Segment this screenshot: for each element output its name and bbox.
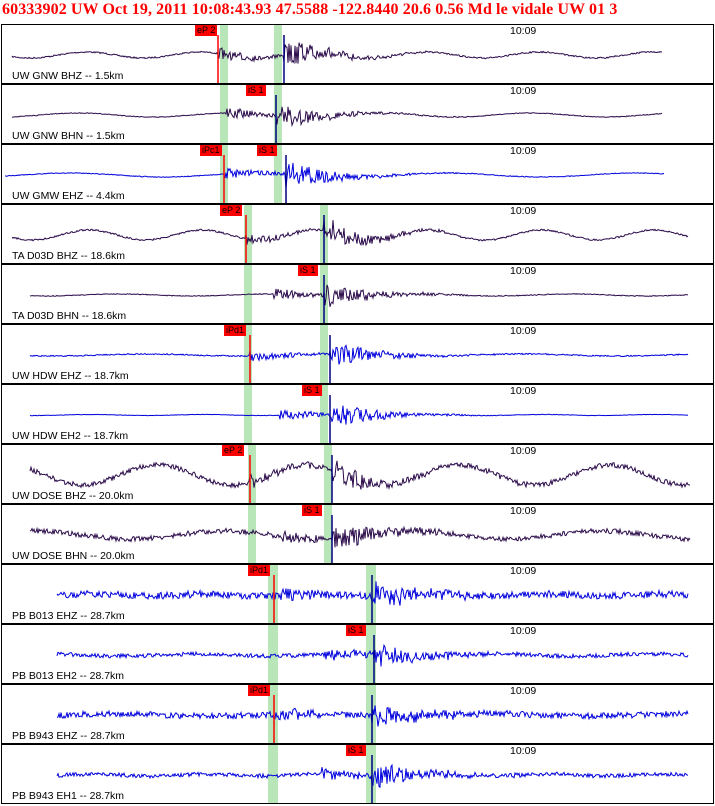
channel-label: UW DOSE BHN -- 20.0km — [12, 550, 135, 562]
phase-pick-tag[interactable]: eP 2 — [222, 445, 245, 456]
time-label: 10:09 — [510, 685, 537, 697]
waveform-trace — [11, 42, 663, 65]
s-window-band — [274, 145, 282, 203]
time-label: 10:09 — [510, 205, 537, 217]
channel-label: PB B013 EHZ -- 28.7km — [12, 610, 125, 622]
seismogram-panels: 10:09 eP 2 UW GNW BHZ -- 1.5km 10:09 iS 1 UW … — [0, 24, 715, 806]
trace-panel[interactable]: 10:09 iPc1 iS 1 UW GMW EHZ -- 4.4km — [1, 144, 714, 204]
time-label: 10:09 — [510, 445, 537, 457]
waveform-plot — [56, 685, 689, 743]
p-window-band — [220, 85, 228, 143]
trace-panel[interactable]: 10:09 eP 2 UW GNW BHZ -- 1.5km — [1, 24, 714, 84]
channel-label: PB B013 EH2 -- 28.7km — [12, 670, 125, 682]
event-title: 60333902 UW Oct 19, 2011 10:08:43.93 47.… — [2, 1, 618, 18]
s-window-band — [274, 85, 282, 143]
waveform-plot — [29, 445, 691, 503]
trace-panel[interactable]: 10:09 iPd1 UW HDW EHZ -- 18.7km — [1, 324, 714, 384]
header-bar: 60333902 UW Oct 19, 2011 10:08:43.93 47.… — [0, 0, 715, 22]
s-window-band — [324, 505, 332, 563]
phase-pick-tag[interactable]: iPd1 — [248, 565, 271, 576]
channel-label: UW HDW EH2 -- 18.7km — [12, 430, 129, 442]
p-window-band — [244, 385, 252, 443]
time-label: 10:09 — [510, 565, 537, 577]
time-label: 10:09 — [510, 745, 537, 757]
waveform-plot — [29, 505, 691, 563]
phase-pick-tag[interactable]: iS 1 — [257, 145, 277, 156]
channel-label: TA D03D BHZ -- 18.6km — [12, 250, 125, 262]
time-label: 10:09 — [510, 385, 537, 397]
s-window-band — [366, 565, 376, 623]
trace-panel[interactable]: 10:09 eP 2 TA D03D BHZ -- 18.6km — [1, 204, 714, 264]
p-window-band — [268, 745, 278, 803]
waveform-trace — [5, 162, 665, 189]
channel-label: UW DOSE BHZ -- 20.0km — [12, 490, 134, 502]
time-label: 10:09 — [510, 85, 537, 97]
waveform-plot — [11, 85, 663, 143]
channel-label: TA D03D BHN -- 18.6km — [12, 310, 127, 322]
trace-panel[interactable]: 10:09 iS 1 UW GNW BHN -- 1.5km — [1, 84, 714, 144]
waveform-trace — [29, 525, 691, 548]
phase-pick-tag[interactable]: eP 2 — [220, 205, 243, 216]
phase-pick-tag[interactable]: iS 1 — [346, 625, 366, 636]
s-window-band — [320, 325, 328, 383]
trace-panel[interactable]: 10:09 iS 1 UW DOSE BHN -- 20.0km — [1, 504, 714, 564]
trace-panel[interactable]: 10:09 eP 2 UW DOSE BHZ -- 20.0km — [1, 444, 714, 504]
time-label: 10:09 — [510, 265, 537, 277]
waveform-trace — [29, 405, 689, 425]
waveform-plot — [56, 745, 689, 803]
p-window-band — [248, 445, 256, 503]
time-label: 10:09 — [510, 25, 537, 37]
channel-label: UW GNW BHZ -- 1.5km — [12, 70, 124, 82]
phase-pick-tag[interactable]: iS 1 — [298, 265, 318, 276]
waveform-plot — [29, 265, 689, 323]
phase-pick-tag[interactable]: iPc1 — [200, 145, 222, 156]
phase-pick-tag[interactable]: eP 2 — [195, 25, 218, 36]
channel-label: PB B943 EHZ -- 28.7km — [12, 730, 125, 742]
phase-pick-tag[interactable]: iPd1 — [224, 325, 247, 336]
phase-pick-tag[interactable]: iS 1 — [246, 85, 266, 96]
p-window-band — [268, 685, 278, 743]
phase-pick-tag[interactable]: iPd1 — [248, 685, 271, 696]
channel-label: UW GNW BHN -- 1.5km — [12, 130, 125, 142]
p-window-band — [244, 325, 252, 383]
waveform-plot — [11, 205, 689, 263]
waveform-plot — [29, 385, 689, 443]
p-window-band — [244, 205, 252, 263]
s-window-band — [324, 445, 332, 503]
waveform-trace — [29, 460, 691, 490]
trace-panel[interactable]: 10:09 iS 1 PB B943 EH1 -- 28.7km — [1, 744, 714, 804]
time-label: 10:09 — [510, 625, 537, 637]
waveform-plot — [56, 565, 689, 623]
trace-panel[interactable]: 10:09 iS 1 TA D03D BHN -- 18.6km — [1, 264, 714, 324]
time-label: 10:09 — [510, 325, 537, 337]
channel-label: UW HDW EHZ -- 18.7km — [12, 370, 129, 382]
waveform-trace — [11, 219, 689, 247]
trace-panel[interactable]: 10:09 iS 1 PB B013 EH2 -- 28.7km — [1, 624, 714, 684]
waveform-trace — [11, 106, 663, 128]
time-label: 10:09 — [510, 505, 537, 517]
waveform-plot — [11, 25, 663, 83]
s-window-band — [274, 25, 282, 83]
s-window-band — [366, 745, 376, 803]
trace-panel[interactable]: 10:09 iPd1 PB B943 EHZ -- 28.7km — [1, 684, 714, 744]
waveform-plot — [56, 625, 689, 683]
time-label: 10:09 — [510, 145, 537, 157]
waveform-trace — [56, 643, 689, 667]
waveform-plot — [5, 145, 665, 203]
channel-label: PB B943 EH1 -- 28.7km — [12, 790, 125, 802]
waveform-trace — [29, 344, 689, 365]
phase-pick-tag[interactable]: iS 1 — [302, 505, 322, 516]
p-window-band — [268, 625, 278, 683]
trace-panel[interactable]: 10:09 iPd1 PB B013 EHZ -- 28.7km — [1, 564, 714, 624]
phase-pick-tag[interactable]: iS 1 — [302, 385, 322, 396]
phase-pick-tag[interactable]: iS 1 — [346, 745, 366, 756]
waveform-plot — [29, 325, 689, 383]
channel-label: UW GMW EHZ -- 4.4km — [12, 190, 125, 202]
waveform-trace — [29, 284, 689, 307]
trace-panel[interactable]: 10:09 iS 1 UW HDW EH2 -- 18.7km — [1, 384, 714, 444]
